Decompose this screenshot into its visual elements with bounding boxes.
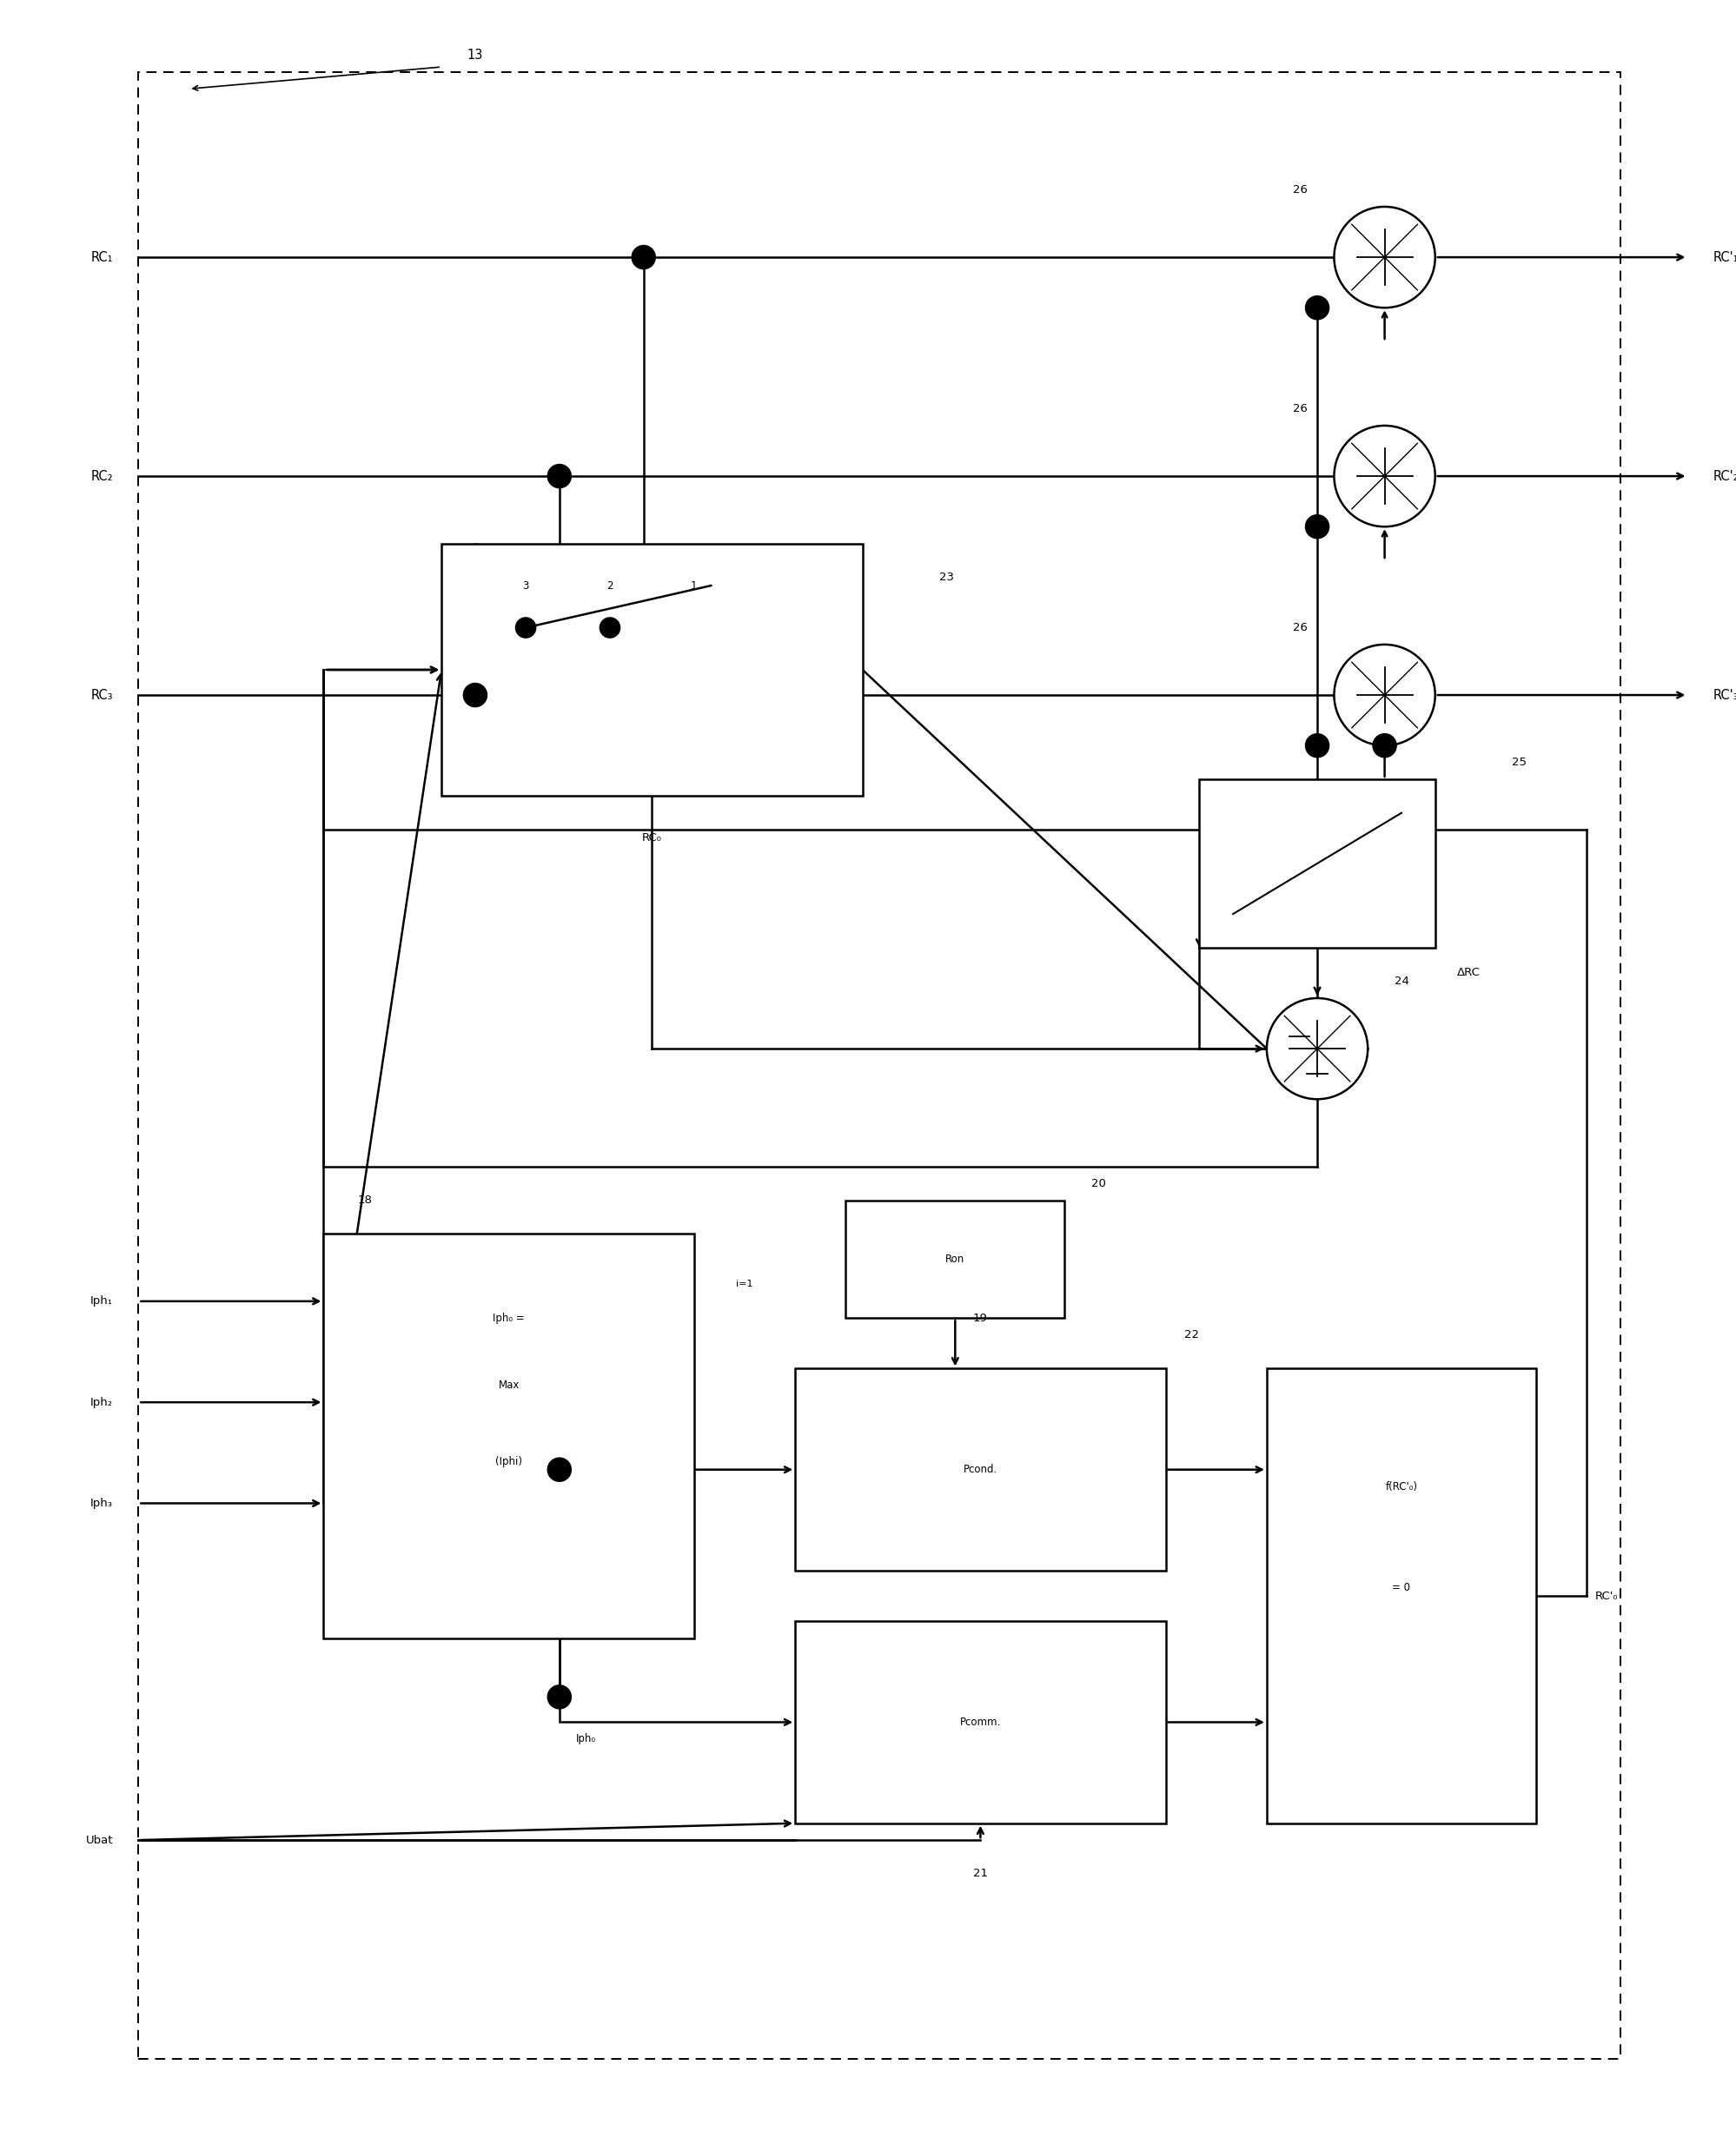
Circle shape (1371, 733, 1396, 757)
Circle shape (599, 618, 620, 637)
Text: 19: 19 (972, 1313, 988, 1323)
Text: Iph₁: Iph₁ (90, 1296, 113, 1306)
Text: RC₃: RC₃ (90, 688, 113, 701)
Text: Iph₂: Iph₂ (90, 1396, 113, 1409)
Text: ΔRC: ΔRC (1457, 967, 1479, 978)
Text: i=1: i=1 (736, 1281, 753, 1289)
Circle shape (1305, 516, 1328, 539)
Circle shape (632, 245, 654, 269)
Text: 24: 24 (1394, 976, 1408, 987)
Text: Iph₃: Iph₃ (90, 1498, 113, 1509)
Bar (1266, 1368, 1535, 1824)
Text: 20: 20 (1090, 1178, 1106, 1189)
Text: RC'₂: RC'₂ (1712, 469, 1736, 482)
Bar (1200, 780, 1434, 948)
Text: Pcomm.: Pcomm. (960, 1718, 1000, 1728)
Text: Max: Max (498, 1379, 519, 1392)
Text: RC'₃: RC'₃ (1712, 688, 1736, 701)
Text: 3: 3 (523, 580, 529, 590)
Text: RC₀: RC₀ (642, 833, 661, 844)
Text: Iph₀ =: Iph₀ = (493, 1313, 524, 1323)
Text: 22: 22 (1184, 1330, 1200, 1340)
Text: 25: 25 (1512, 757, 1526, 767)
Text: 26: 26 (1292, 403, 1307, 413)
Bar (139, 72, 1620, 2059)
Text: f(RC'₀): f(RC'₀) (1385, 1481, 1417, 1492)
Bar (795, 1368, 1165, 1571)
Circle shape (516, 618, 535, 637)
Text: Iph₀: Iph₀ (576, 1733, 595, 1745)
Circle shape (1305, 733, 1328, 757)
Circle shape (1333, 207, 1434, 307)
Text: 1: 1 (691, 580, 698, 590)
Text: 13: 13 (467, 49, 483, 62)
Circle shape (1305, 296, 1328, 320)
Circle shape (1333, 644, 1434, 746)
Text: RC'₀: RC'₀ (1594, 1590, 1618, 1603)
Text: 26: 26 (1292, 183, 1307, 196)
Circle shape (1266, 997, 1368, 1100)
Circle shape (547, 1686, 571, 1709)
Text: = 0: = 0 (1392, 1581, 1410, 1594)
Bar (845, 1200, 1064, 1319)
Circle shape (464, 684, 486, 707)
Text: Ubat: Ubat (85, 1835, 113, 1845)
Circle shape (547, 1458, 571, 1481)
Text: Ron: Ron (944, 1253, 965, 1266)
Text: RC₂: RC₂ (90, 469, 113, 482)
Text: Pcond.: Pcond. (963, 1464, 996, 1475)
Text: 18: 18 (358, 1195, 372, 1206)
Circle shape (1333, 426, 1434, 526)
Bar (441, 543, 863, 797)
Text: 23: 23 (939, 571, 953, 582)
Text: RC₁: RC₁ (90, 251, 113, 264)
Text: 21: 21 (972, 1869, 988, 1880)
Circle shape (547, 465, 571, 488)
Bar (323, 1234, 694, 1639)
Text: RC'₁: RC'₁ (1712, 251, 1736, 264)
Bar (795, 1622, 1165, 1824)
Text: 2: 2 (606, 580, 613, 590)
Text: 26: 26 (1292, 622, 1307, 633)
Text: (Iphi): (Iphi) (495, 1455, 523, 1466)
